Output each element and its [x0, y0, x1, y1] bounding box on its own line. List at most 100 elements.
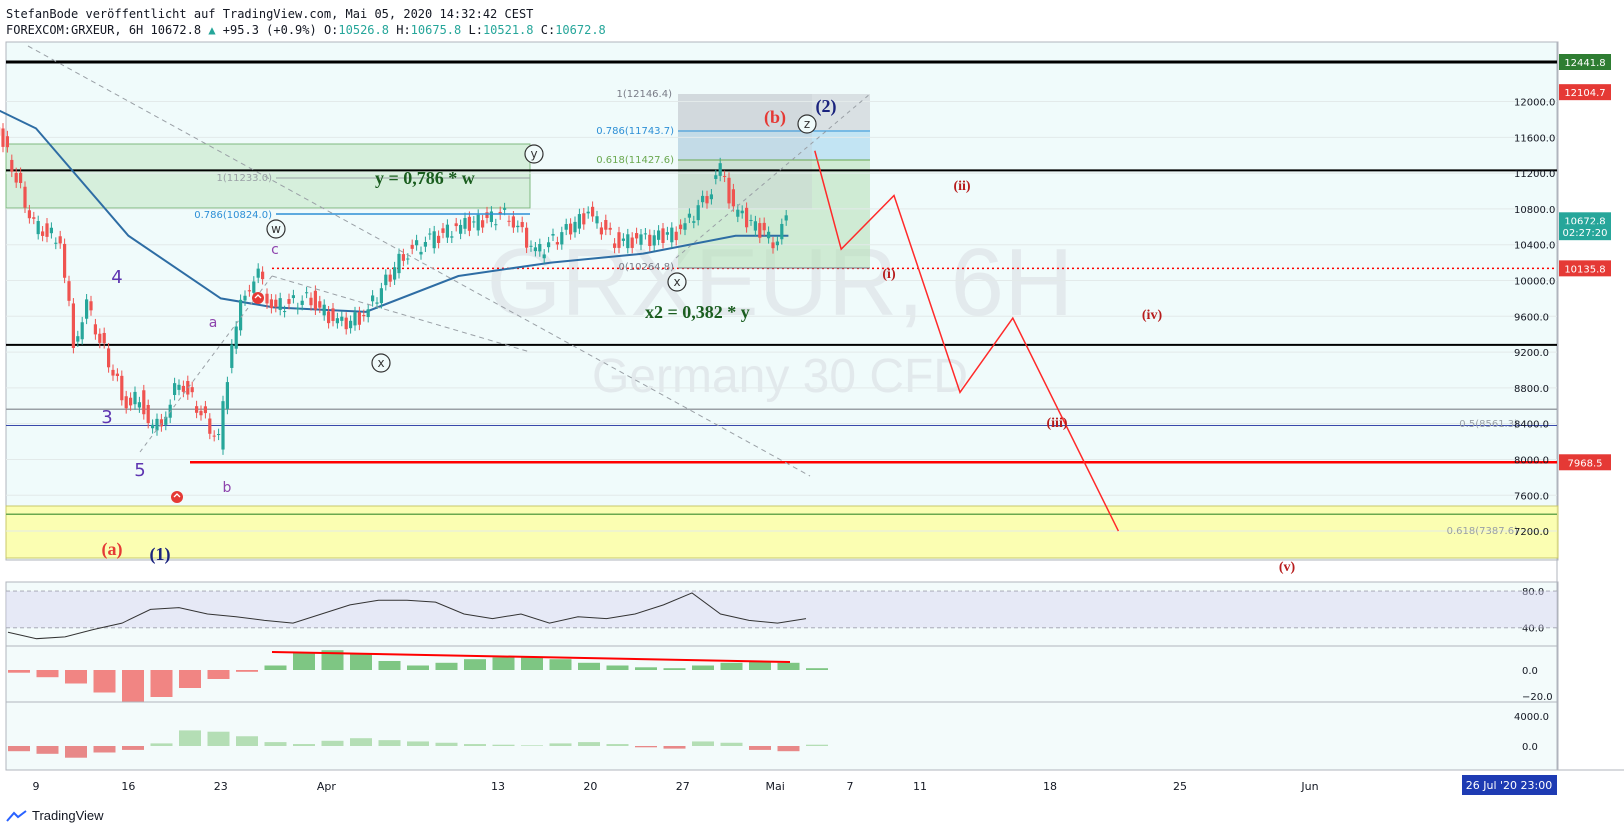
candle-body — [701, 195, 705, 203]
close-value: 10672.8 — [555, 23, 606, 37]
alarm-icon[interactable] — [171, 491, 183, 503]
macd-axis-label: −20.0 — [1522, 692, 1553, 703]
macd-bar — [692, 665, 714, 670]
wave-circle-icon — [524, 144, 544, 164]
volume-bar — [122, 746, 144, 750]
wave-label: 3 — [101, 407, 112, 428]
last-price: 10672.8 — [150, 23, 202, 37]
macd-bar — [236, 670, 258, 672]
volume-bar — [777, 746, 800, 752]
candle-body — [723, 175, 727, 177]
price-grid — [6, 101, 1557, 532]
candle-body — [269, 299, 273, 309]
time-axis-label: 11 — [913, 780, 927, 793]
candle-body — [309, 297, 313, 306]
time-axis-label: 27 — [676, 780, 690, 793]
candle-body — [89, 301, 93, 311]
candle-body — [771, 242, 775, 249]
volume-bar — [606, 744, 629, 746]
volume-axis-label: 0.0 — [1522, 742, 1538, 753]
time-axis-label: 20 — [583, 780, 597, 793]
price-tag-bg — [1559, 260, 1611, 277]
candle-body — [199, 410, 203, 416]
candle-body — [674, 231, 678, 241]
price-tag: 10672.8 — [1564, 216, 1605, 227]
candle-body — [221, 401, 225, 450]
wave-circle-icon — [797, 114, 817, 134]
price-tag: 7968.5 — [1568, 458, 1603, 469]
volume-bar — [492, 744, 515, 746]
candle-body — [586, 211, 590, 214]
candle-body — [582, 213, 586, 225]
macd-bar — [264, 665, 287, 670]
candle-body — [485, 212, 489, 218]
candle-body — [595, 216, 599, 224]
annotation-x2-formula: x2 = 0,382 * y — [645, 302, 750, 322]
candle-body — [217, 434, 221, 436]
fib-1-left: 1(11233.0) — [216, 173, 272, 184]
symbol-label[interactable]: FOREXCOM:GRXEUR, 6H — [6, 23, 144, 37]
fib-0618-level: 0.618(7387.6) — [1447, 526, 1519, 537]
price-tag-bg — [1559, 84, 1611, 101]
candle-body — [190, 387, 194, 393]
candle-body — [639, 234, 643, 245]
alarm-icon[interactable] — [252, 292, 264, 304]
volume-oscillator: 4000.0 0.0 — [8, 712, 1549, 758]
candle-body — [573, 221, 577, 233]
candle-body — [305, 292, 309, 294]
candle-body — [335, 318, 339, 324]
macd-bar — [749, 661, 771, 670]
candle-body — [727, 177, 731, 204]
watermark-name: Germany 30 CFD — [592, 350, 968, 403]
candle-body — [525, 227, 529, 248]
macd-bar — [65, 670, 87, 684]
macd-bar — [549, 659, 572, 670]
footer-brand[interactable]: TradingView — [32, 808, 104, 823]
rsi-axis-label: 40.0 — [1522, 624, 1544, 635]
candle-body — [419, 251, 423, 255]
candle-body — [608, 227, 612, 230]
candle-body — [648, 234, 652, 246]
time-axis-label: 7 — [847, 780, 854, 793]
wave-label: y — [530, 147, 537, 161]
macd-bar — [407, 665, 429, 670]
volume-bar — [150, 743, 173, 746]
tradingview-logo-icon — [6, 809, 27, 822]
candle-body — [445, 224, 449, 238]
volume-bar — [806, 744, 828, 746]
macd-pane[interactable] — [5, 645, 1559, 703]
candle-body — [54, 242, 58, 244]
candle-body — [349, 320, 353, 329]
candle-body — [718, 163, 722, 176]
macd-bar — [8, 670, 30, 673]
volume-pane[interactable] — [5, 701, 1559, 771]
macd-bar — [179, 670, 201, 688]
volume-bar — [720, 742, 743, 746]
candle-body — [124, 396, 128, 409]
candle-body — [296, 308, 300, 310]
time-axis[interactable]: 9 16 23 Apr 13 20 27 Mai 7 11 18 25 Jun — [33, 780, 1319, 793]
volume-bar — [378, 740, 401, 746]
date-tag: 26 Jul '20 23:00 — [1462, 775, 1557, 795]
candle-body — [357, 312, 361, 325]
candle-body — [753, 221, 757, 231]
candle-body — [459, 224, 463, 234]
candle-body — [283, 311, 287, 313]
candle-body — [155, 418, 159, 431]
candle-body — [111, 369, 115, 376]
candle-body — [32, 217, 36, 219]
target-box-green — [678, 160, 870, 268]
price-axis-label: 7600.0 — [1514, 491, 1549, 502]
price-axis[interactable]: 12000.0 11600.0 11200.0 10800.0 10400.0 10000… — [1514, 98, 1555, 539]
candle-body — [577, 214, 581, 229]
wave-label: (v) — [1279, 560, 1296, 575]
up-arrow-icon: ▲ — [208, 23, 216, 37]
volume-bar — [663, 746, 686, 749]
candle-body — [481, 220, 485, 228]
macd-bar — [378, 661, 401, 670]
candle-body — [547, 242, 551, 248]
time-axis-label: 18 — [1043, 780, 1057, 793]
candle-body — [93, 324, 97, 335]
candle-body — [410, 244, 414, 249]
